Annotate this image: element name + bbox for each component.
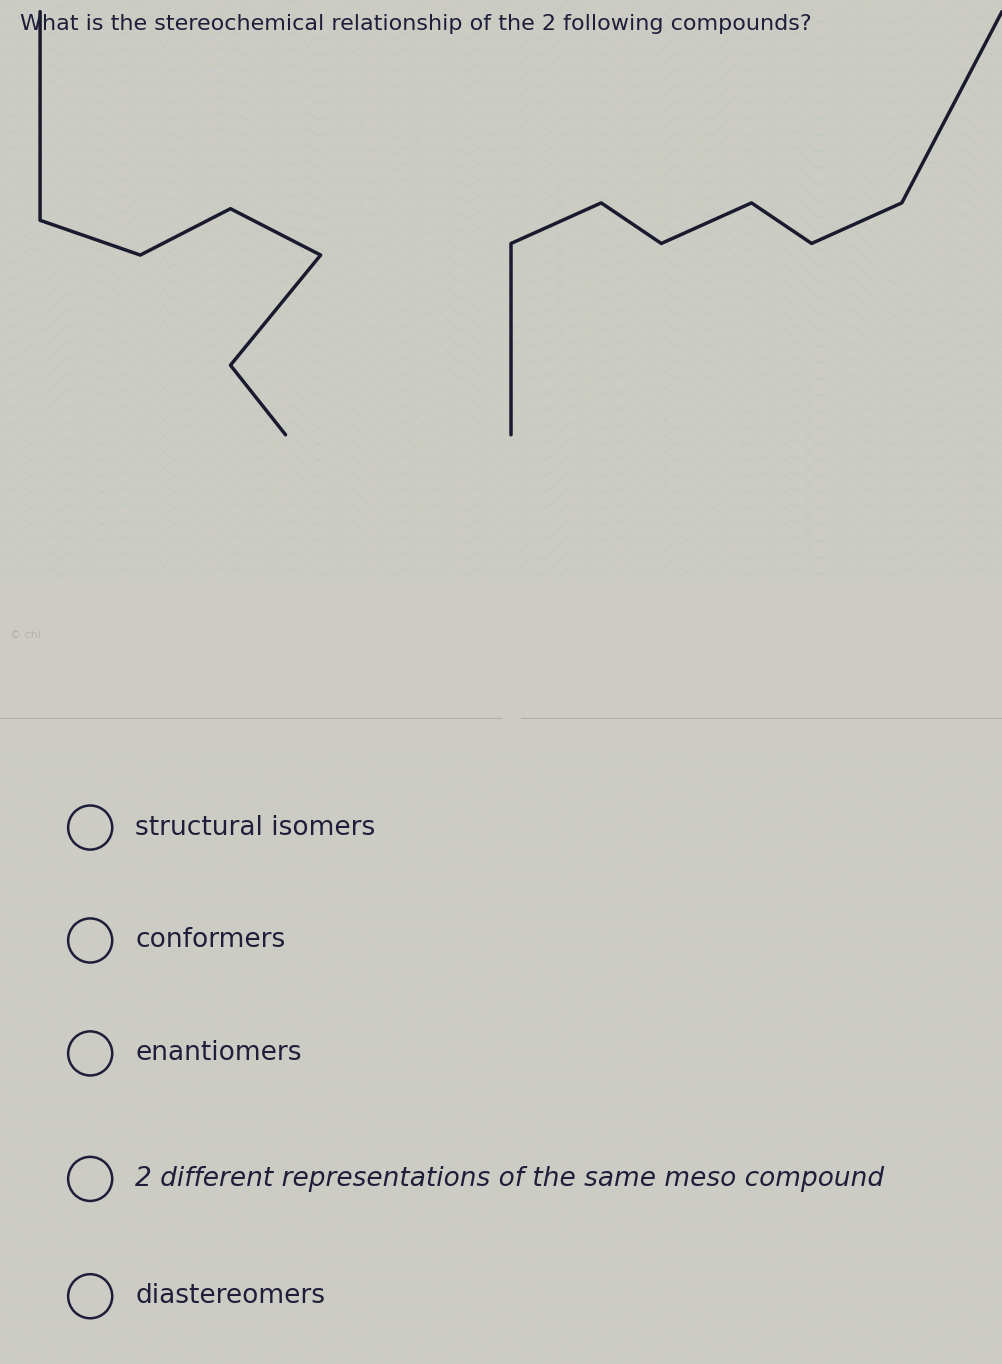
Text: © chi: © chi — [10, 630, 41, 640]
Text: What is the stereochemical relationship of the 2 following compounds?: What is the stereochemical relationship … — [20, 15, 812, 34]
Text: 2 different representations of the same meso compound: 2 different representations of the same … — [135, 1166, 885, 1192]
Text: structural isomers: structural isomers — [135, 814, 376, 840]
Text: diastereomers: diastereomers — [135, 1284, 326, 1309]
Text: enantiomers: enantiomers — [135, 1041, 302, 1067]
Text: conformers: conformers — [135, 928, 286, 953]
